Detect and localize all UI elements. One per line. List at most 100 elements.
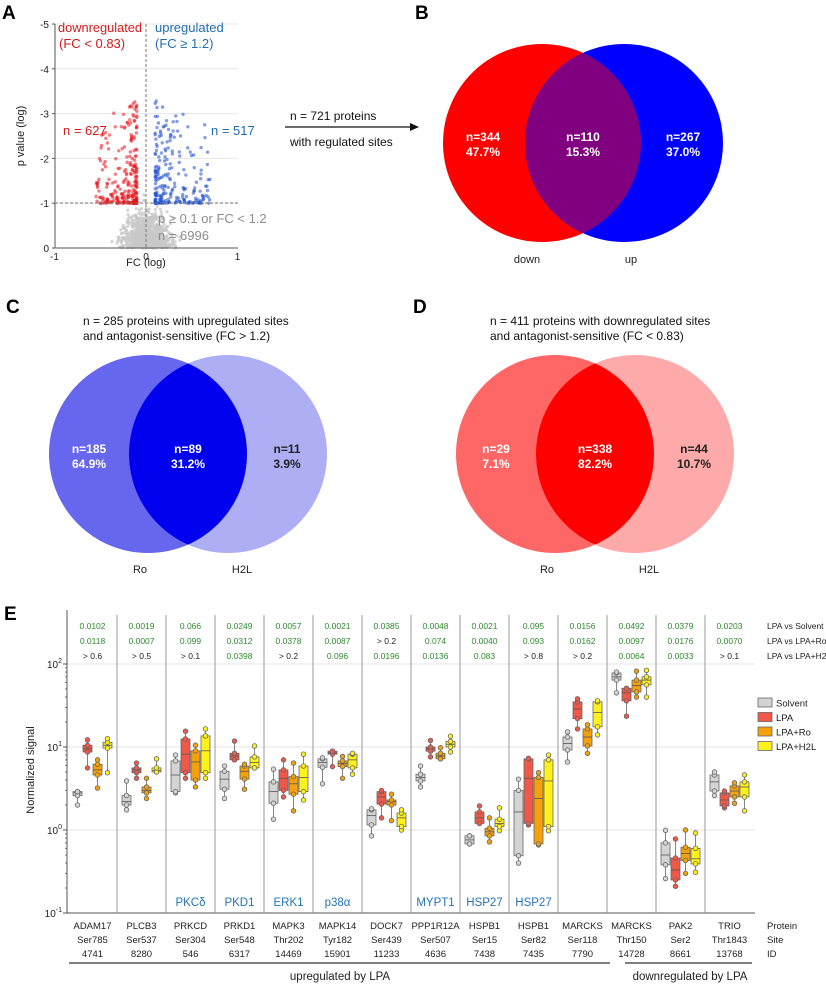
kinase-label: HSP27 [515, 897, 551, 909]
data-point-up [193, 186, 197, 190]
replicate-point [476, 803, 483, 809]
replicate-point [643, 674, 650, 680]
data-point-down [107, 133, 112, 137]
data-point-down [125, 160, 129, 164]
replicate-point [643, 682, 650, 688]
panel-label-d: D [413, 297, 427, 318]
replicate-point [633, 689, 640, 695]
data-point-ns [161, 216, 165, 220]
data-point-ns [131, 219, 136, 223]
data-point-down [121, 112, 126, 117]
data-point-down [135, 166, 139, 171]
data-point-down [132, 158, 137, 162]
replicate-point [525, 755, 532, 762]
data-point-ns [126, 242, 130, 246]
arrow-text-1: n = 721 proteins [290, 109, 376, 123]
id-label: 13768 [716, 949, 742, 960]
data-point-down [118, 187, 122, 191]
pvalue: 0.096 [327, 651, 349, 661]
replicate-point [496, 823, 503, 830]
pvalue-row-label: LPA vs Solvent [767, 621, 824, 631]
upregulated-group-label: upregulated by LPA [290, 971, 390, 983]
data-point-up [154, 148, 159, 153]
data-point-down [104, 185, 109, 189]
data-point-ns [171, 216, 175, 220]
protein-label: PRKCD [174, 921, 207, 932]
data-point-down [97, 189, 101, 193]
data-point-down [127, 189, 132, 193]
replicate-point [221, 795, 228, 802]
data-point-down [102, 162, 106, 166]
venn-c [49, 355, 327, 553]
data-point-down [111, 181, 115, 185]
data-point-down [99, 146, 103, 150]
data-point-up [173, 184, 177, 189]
replicate-point [545, 752, 552, 758]
data-point-down [112, 111, 116, 115]
x-tick-label: -1 [50, 252, 59, 263]
legend-label: LPA+Ro [776, 728, 811, 739]
data-point-ns [167, 242, 172, 246]
replicate-point [378, 801, 385, 807]
data-point-up [208, 177, 212, 182]
data-point-ns [137, 208, 141, 212]
data-point-down [98, 195, 102, 199]
replicate-point [153, 765, 160, 771]
replicate-point [349, 750, 356, 756]
data-point-up [177, 154, 182, 158]
data-point-down [100, 168, 105, 172]
data-point-down [134, 154, 138, 158]
data-point-up [166, 127, 171, 132]
data-point-ns [146, 231, 150, 235]
replicate-point [496, 816, 503, 822]
data-point-down [111, 195, 115, 200]
replicate-point [476, 820, 483, 827]
data-point-ns [160, 237, 164, 241]
data-point-down [129, 121, 133, 125]
replicate-point [280, 794, 287, 800]
replicate-point [94, 772, 101, 778]
protein-label: TRIO [718, 921, 741, 932]
venn-d [456, 355, 734, 553]
data-point-down [103, 165, 108, 169]
data-point-up [188, 150, 192, 154]
data-point-up [153, 151, 157, 156]
y-tick-label: -4 [40, 65, 49, 76]
kinase-label: HSP27 [466, 897, 502, 909]
replicate-point [104, 770, 111, 776]
replicate-point [388, 791, 395, 797]
data-point-up [181, 185, 185, 190]
data-point-ns [139, 213, 143, 217]
box-lpa+h2l [298, 765, 309, 793]
data-point-up [157, 201, 161, 205]
site-label: Ser82 [521, 935, 546, 946]
data-point-ns [173, 240, 177, 244]
data-point-ns [170, 243, 174, 247]
data-point-ns [141, 220, 145, 224]
data-point-up [175, 119, 179, 124]
data-point-down [128, 150, 133, 154]
replicate-point [486, 825, 493, 831]
pvalue: > 0.6 [83, 651, 102, 661]
data-point-up [177, 199, 182, 204]
replicate-point [388, 797, 395, 803]
data-point-down [132, 134, 136, 139]
pvalue: 0.066 [180, 621, 202, 631]
replicate-point [192, 777, 199, 783]
replicate-point [613, 669, 620, 675]
data-point-ns [136, 244, 140, 248]
replicate-point [447, 733, 454, 739]
replicate-point [349, 765, 356, 771]
pvalue: 0.0087 [325, 636, 351, 646]
replicate-point [672, 877, 679, 883]
replicate-point [564, 734, 571, 740]
venn-b-left-n: n=344 [466, 130, 501, 144]
replicate-point [564, 729, 571, 735]
data-point-down [120, 147, 124, 151]
data-point-ns [154, 217, 159, 221]
replicate-point [290, 808, 297, 814]
replicate-point [84, 742, 91, 748]
replicate-point [251, 754, 258, 760]
replicate-point [349, 771, 356, 777]
